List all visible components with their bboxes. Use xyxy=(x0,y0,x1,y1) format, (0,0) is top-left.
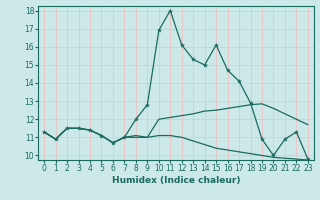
X-axis label: Humidex (Indice chaleur): Humidex (Indice chaleur) xyxy=(112,176,240,185)
